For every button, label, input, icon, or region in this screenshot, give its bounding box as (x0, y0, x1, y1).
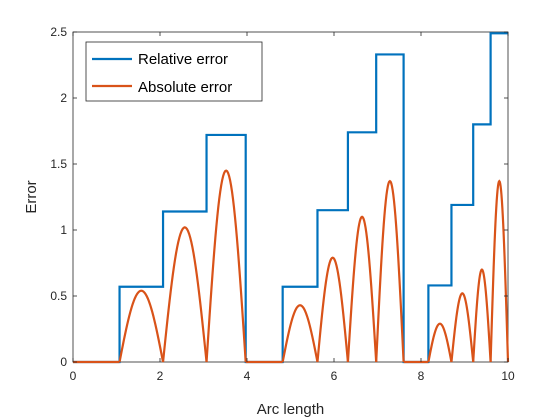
x-tick-label: 6 (331, 369, 338, 383)
x-tick-label: 8 (418, 369, 425, 383)
y-tick-label: 0.5 (50, 289, 67, 303)
series-absolute-error-arch (427, 322, 453, 363)
y-tick-label: 0 (60, 355, 67, 369)
series-absolute-error-arch (450, 292, 475, 363)
y-axis-title: Error (23, 180, 40, 213)
x-tick-label: 0 (70, 369, 77, 383)
series-absolute-error-arch (205, 169, 247, 363)
y-tick-label: 1 (60, 223, 67, 237)
y-tick-label: 1.5 (50, 157, 67, 171)
series-absolute-error-arch (161, 226, 208, 363)
y-tick-label: 2 (60, 91, 67, 105)
x-axis-title: Arc length (257, 401, 325, 418)
x-tick-label: 4 (244, 369, 251, 383)
legend: Relative error Absolute error (85, 41, 263, 102)
series-absolute-error-arch (316, 256, 350, 363)
series-absolute-error-arch (489, 179, 510, 363)
x-tick-label: 2 (157, 369, 164, 383)
series-relative-error-line (73, 32, 508, 364)
series-layer (73, 32, 510, 364)
x-tick-label: 10 (501, 369, 515, 383)
series-absolute-error-arch (472, 268, 492, 363)
legend-label-absolute-error: Absolute error (138, 79, 232, 96)
y-ticks: 0 0.5 1 1.5 2 2.5 (50, 25, 508, 369)
x-ticks: 0 2 4 6 8 10 (70, 32, 515, 383)
legend-label-relative-error: Relative error (138, 51, 228, 68)
series-absolute-error-arch (118, 289, 165, 363)
series-absolute-error-arch (281, 304, 319, 363)
y-tick-label: 2.5 (50, 25, 67, 39)
legend-box (85, 41, 263, 102)
series-absolute-error-arch (346, 215, 378, 363)
series-absolute-error-arch (375, 179, 405, 363)
